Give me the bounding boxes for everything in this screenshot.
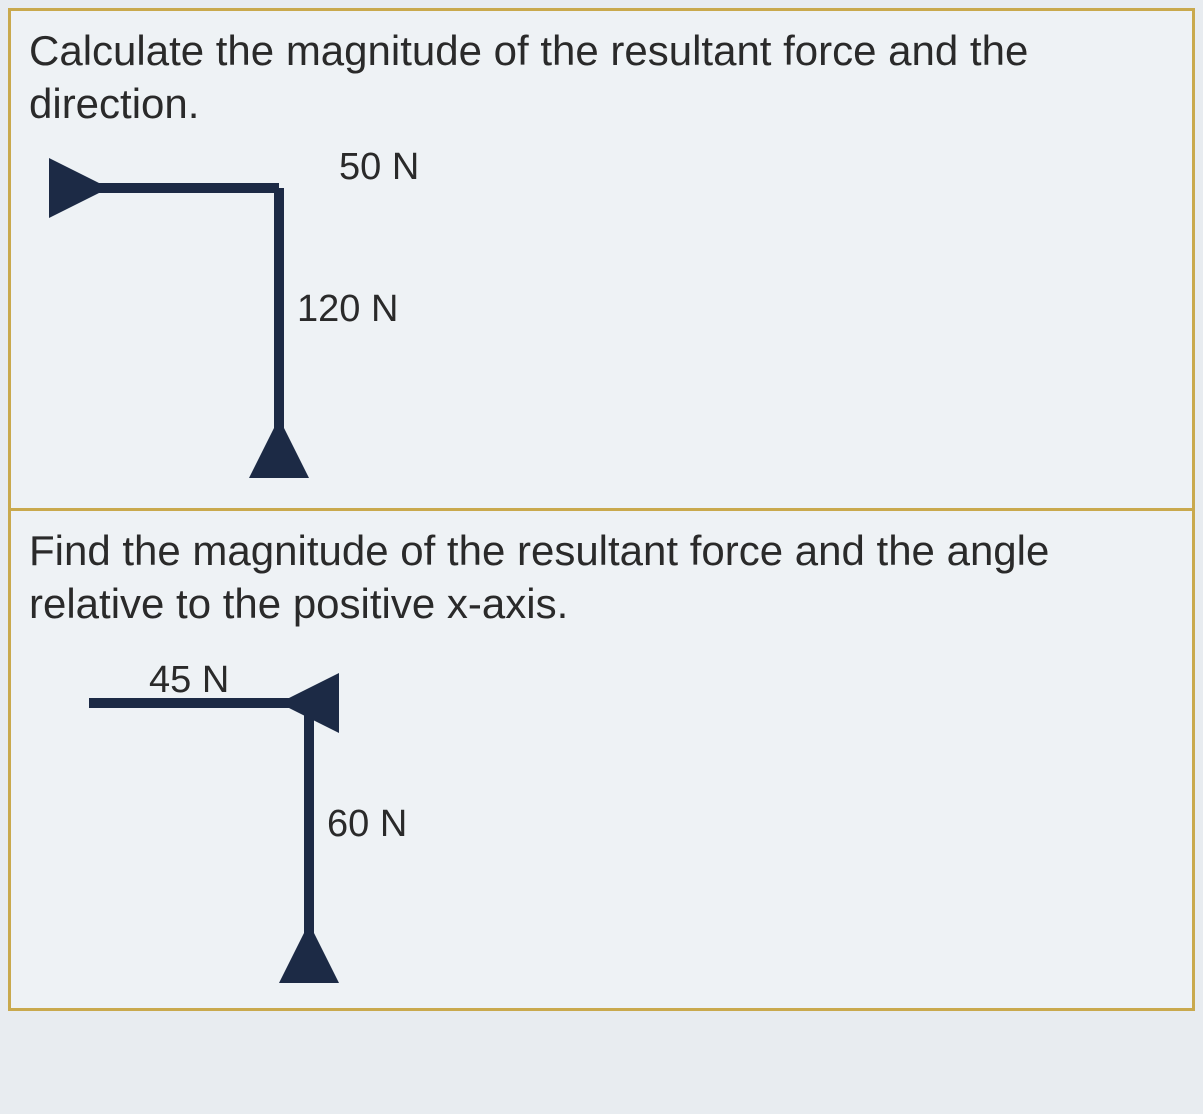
problem-cell-2: Find the magnitude of the resultant forc… xyxy=(10,509,1193,1009)
problem-prompt: Calculate the magnitude of the resultant… xyxy=(29,25,1174,130)
force-label-45n: 45 N xyxy=(149,659,229,702)
worksheet-table: Calculate the magnitude of the resultant… xyxy=(8,8,1195,1011)
force-label-120n: 120 N xyxy=(297,288,398,331)
problem-prompt: Find the magnitude of the resultant forc… xyxy=(29,525,1174,630)
problem-cell-1: Calculate the magnitude of the resultant… xyxy=(10,10,1193,509)
force-diagram-2: 45 N 60 N xyxy=(29,648,629,988)
force-diagram-1: 50 N 120 N xyxy=(29,148,629,488)
force-label-60n: 60 N xyxy=(327,803,407,846)
force-label-50n: 50 N xyxy=(339,146,419,189)
